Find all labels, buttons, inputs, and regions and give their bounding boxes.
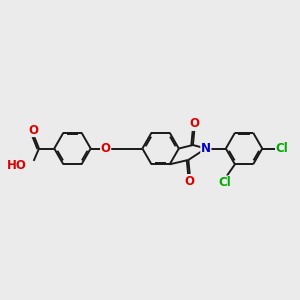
Text: Cl: Cl: [219, 176, 232, 189]
Text: N: N: [201, 142, 211, 155]
Text: O: O: [101, 142, 111, 155]
Text: Cl: Cl: [276, 142, 289, 155]
Text: O: O: [185, 175, 195, 188]
Text: O: O: [189, 117, 200, 130]
Text: HO: HO: [7, 159, 27, 172]
Text: O: O: [29, 124, 39, 136]
